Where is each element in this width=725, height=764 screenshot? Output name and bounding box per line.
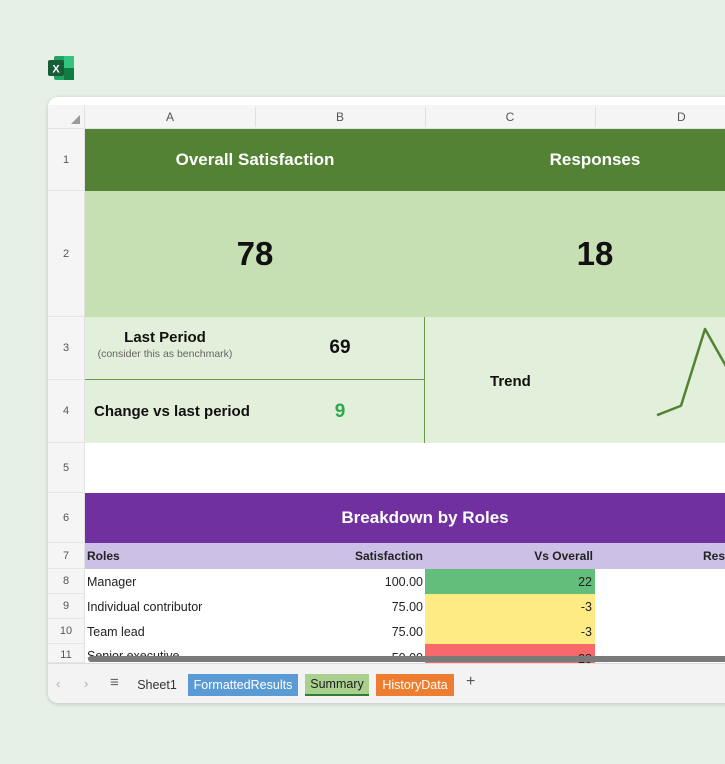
horizontal-scrollbar[interactable] <box>88 656 725 662</box>
row-header-2[interactable]: 2 <box>48 191 85 317</box>
row-header-10[interactable]: 10 <box>48 619 85 644</box>
role-cell[interactable]: Individual contributor <box>87 599 203 614</box>
column-divider <box>595 107 596 127</box>
tab-formattedresults[interactable]: FormattedResults <box>188 674 298 696</box>
change-value[interactable]: 9 <box>334 400 346 422</box>
row-header-6[interactable]: 6 <box>48 493 85 543</box>
role-cell[interactable]: Team lead <box>87 624 145 639</box>
tab-summary[interactable]: Summary <box>305 674 369 696</box>
tab-historydata[interactable]: HistoryData <box>376 674 454 696</box>
empty-row[interactable] <box>85 443 725 493</box>
header-vs-overall[interactable]: Vs Overall <box>425 543 593 569</box>
change-label[interactable]: Change vs last period <box>94 403 250 420</box>
column-header-c[interactable]: C <box>425 105 595 129</box>
satisfaction-cell[interactable]: 75.00 <box>391 624 423 639</box>
row-header-4[interactable]: 4 <box>48 380 85 443</box>
sheet-list-icon[interactable]: ≡ <box>110 674 119 691</box>
role-cell[interactable]: Manager <box>87 574 137 589</box>
row-header-8[interactable]: 8 <box>48 569 85 594</box>
last-period-label: Last Period <box>124 329 206 346</box>
trend-line <box>656 327 725 417</box>
prev-sheet-icon[interactable]: ‹ <box>56 676 61 691</box>
last-period-cell[interactable]: Last Period (consider this as benchmark) <box>85 329 245 360</box>
column-divider <box>255 107 256 127</box>
next-sheet-icon[interactable]: › <box>84 676 89 691</box>
benchmark-divider <box>85 379 425 380</box>
column-divider <box>425 107 426 127</box>
vs-overall-cell[interactable]: 22 <box>425 569 595 594</box>
vs-overall-cell[interactable]: -3 <box>425 594 595 619</box>
row-header-1[interactable]: 1 <box>48 129 85 191</box>
satisfaction-cell[interactable]: 100.00 <box>384 574 423 589</box>
responses-value[interactable]: 18 <box>425 191 725 317</box>
row-header-11[interactable]: 11 <box>48 644 85 663</box>
excel-icon: X <box>48 55 75 81</box>
header-responses[interactable]: Res <box>703 543 725 569</box>
header-roles[interactable]: Roles <box>87 543 247 569</box>
last-period-value[interactable]: 69 <box>329 337 351 358</box>
excel-icon-letter: X <box>52 64 60 76</box>
spreadsheet-window: A B C D 1 2 3 4 5 6 7 8 9 10 11 Overall … <box>48 97 725 703</box>
row-header-5[interactable]: 5 <box>48 443 85 493</box>
row-header-9[interactable]: 9 <box>48 594 85 619</box>
add-sheet-icon[interactable]: + <box>466 673 476 690</box>
tab-sheet1[interactable]: Sheet1 <box>137 678 177 692</box>
select-all-corner[interactable] <box>48 105 85 129</box>
satisfaction-cell[interactable]: 75.00 <box>391 599 423 614</box>
trend-label[interactable]: Trend <box>490 372 531 390</box>
benchmark-block <box>85 317 425 443</box>
row-header-7[interactable]: 7 <box>48 543 85 569</box>
overall-satisfaction-value[interactable]: 78 <box>85 191 425 317</box>
column-header-d[interactable]: D <box>595 105 725 129</box>
trend-sparkline[interactable] <box>425 317 725 443</box>
overall-satisfaction-title[interactable]: Overall Satisfaction <box>85 129 425 191</box>
trend-block <box>425 317 725 443</box>
column-header-b[interactable]: B <box>255 105 425 129</box>
row-header-3[interactable]: 3 <box>48 317 85 380</box>
sheet-tab-bar: ‹ › ≡ Sheet1 FormattedResults Summary Hi… <box>48 663 725 703</box>
sheet-grid: A B C D 1 2 3 4 5 6 7 8 9 10 11 Overall … <box>48 97 725 666</box>
responses-title[interactable]: Responses <box>425 129 725 191</box>
breakdown-title[interactable]: Breakdown by Roles <box>85 493 725 543</box>
column-header-a[interactable]: A <box>85 105 255 129</box>
last-period-note: (consider this as benchmark) <box>97 348 233 360</box>
vs-overall-cell[interactable]: -3 <box>425 619 595 644</box>
header-satisfaction[interactable]: Satisfaction <box>255 543 423 569</box>
